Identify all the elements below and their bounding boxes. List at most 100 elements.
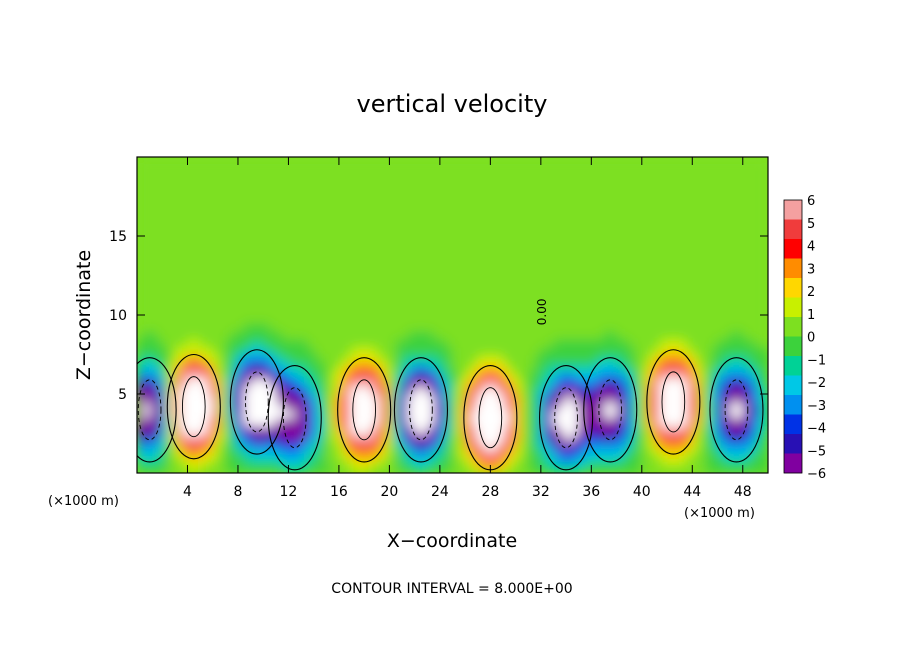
heatmap-cell (402, 378, 409, 387)
heatmap-cell (502, 220, 510, 229)
heatmap-cell (446, 322, 454, 332)
heatmap-cell (711, 204, 719, 213)
heatmap-cell (237, 338, 245, 348)
heatmap-cell (137, 164, 144, 174)
heatmap-cell (471, 346, 479, 356)
heatmap-cell (338, 370, 346, 379)
heatmap-cell (408, 259, 416, 269)
heatmap-cell (383, 291, 390, 300)
heatmap-cell (244, 251, 252, 261)
heatmap-cell (629, 275, 637, 284)
heatmap-cell (269, 330, 277, 340)
heatmap-cell (395, 394, 403, 403)
heatmap-cell (168, 394, 176, 403)
heatmap-cell (149, 172, 157, 182)
heatmap-cell (502, 465, 510, 473)
heatmap-cell (490, 401, 498, 411)
heatmap-cell (742, 409, 750, 419)
heatmap-cell (143, 433, 151, 442)
heatmap-cell (338, 180, 346, 190)
heatmap-cell (301, 362, 308, 371)
heatmap-cell (446, 409, 454, 419)
heatmap-cell (351, 386, 359, 395)
heatmap-cell (225, 157, 233, 166)
heatmap-cell (326, 322, 334, 332)
heatmap-cell (465, 251, 473, 261)
heatmap-cell (420, 236, 428, 245)
heatmap-cell (629, 228, 637, 237)
heatmap-cell (591, 299, 599, 308)
heatmap-cell (730, 259, 738, 269)
heatmap-cell (408, 164, 416, 174)
heatmap-cell (452, 259, 460, 269)
heatmap-cell (477, 465, 485, 473)
heatmap-cell (509, 394, 517, 403)
heatmap-cell (540, 164, 548, 174)
heatmap-cell (137, 283, 144, 292)
heatmap-cell (496, 315, 504, 324)
heatmap-cell (521, 307, 529, 316)
contour-line (724, 379, 749, 441)
heatmap-cell (641, 164, 649, 174)
heatmap-cell (452, 172, 460, 182)
heatmap-cell (736, 220, 744, 229)
heatmap-cell (200, 354, 208, 363)
heatmap-cell (370, 386, 378, 395)
heatmap-cell (219, 378, 226, 387)
heatmap-cell (137, 315, 144, 324)
heatmap-cell (402, 338, 409, 348)
heatmap-cell (237, 243, 245, 253)
heatmap-cell (225, 457, 233, 466)
heatmap-cell (231, 259, 239, 269)
heatmap-cell (673, 243, 681, 253)
heatmap-cell (515, 409, 523, 419)
heatmap-cell (345, 212, 353, 221)
heatmap-cell (250, 188, 258, 198)
heatmap-cell (610, 196, 618, 205)
heatmap-cell (648, 236, 656, 245)
colorbar-swatch (784, 278, 802, 298)
heatmap-cell (383, 330, 390, 340)
heatmap-cell (364, 370, 372, 379)
heatmap-cell (181, 188, 189, 198)
heatmap-cell (477, 157, 485, 166)
heatmap-cell (730, 283, 738, 292)
heatmap-cell (408, 394, 416, 403)
heatmap-cell (534, 157, 542, 166)
heatmap-cell (307, 228, 315, 237)
heatmap-cell (256, 267, 264, 277)
heatmap-cell (307, 465, 315, 473)
heatmap-cell (597, 180, 605, 190)
heatmap-cell (465, 394, 473, 403)
heatmap-cell (502, 386, 510, 395)
heatmap-cell (357, 346, 365, 356)
heatmap-cell (465, 417, 473, 427)
heatmap-cell (395, 465, 403, 473)
heatmap-cell (446, 386, 454, 395)
heatmap-cell (755, 267, 763, 277)
heatmap-cell (256, 457, 264, 466)
heatmap-cell (528, 354, 536, 363)
contour-line (282, 387, 307, 449)
heatmap-cell (370, 465, 378, 473)
heatmap-cell (168, 386, 176, 395)
heatmap-cell (559, 283, 567, 292)
heatmap-cell (635, 457, 643, 466)
heatmap-cell (540, 172, 548, 182)
heatmap-cell (408, 212, 416, 221)
heatmap-cell (496, 449, 504, 458)
heatmap-cell (509, 157, 517, 166)
heatmap-cell (572, 299, 580, 308)
heatmap-cell (307, 338, 315, 348)
heatmap-cell (288, 220, 296, 229)
heatmap-cell (685, 172, 693, 182)
heatmap-cell (395, 228, 403, 237)
heatmap-cell (250, 457, 258, 466)
heatmap-cell (427, 220, 435, 229)
contour-line (598, 379, 623, 441)
heatmap-cell (389, 322, 397, 332)
heatmap-cell (301, 243, 308, 253)
heatmap-cell (345, 196, 353, 205)
heatmap-cell (307, 457, 315, 466)
heatmap-cell (553, 157, 561, 166)
